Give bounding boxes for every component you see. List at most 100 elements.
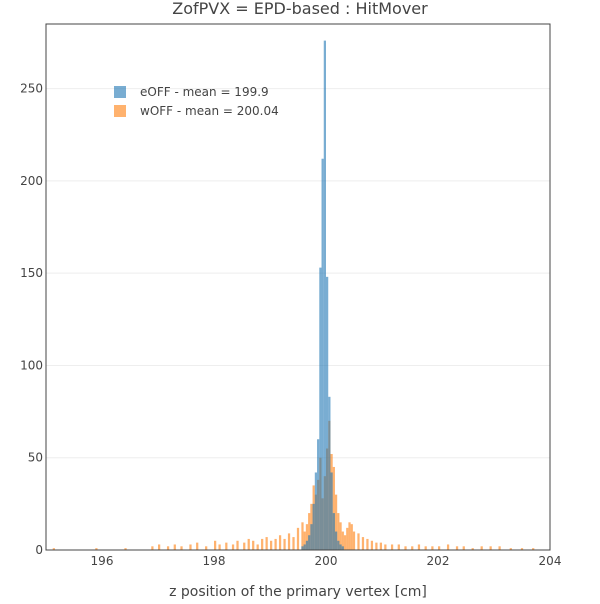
histogram-bar — [431, 546, 434, 550]
histogram-bar — [236, 540, 239, 550]
histogram-bar — [411, 546, 414, 550]
histogram-bar — [366, 538, 369, 550]
histogram-bar — [390, 544, 394, 550]
y-tick-label: 250 — [20, 82, 43, 96]
histogram-bar — [308, 513, 311, 550]
histogram-bar — [292, 537, 295, 550]
x-axis-title: z position of the primary vertex [cm] — [169, 584, 427, 600]
histogram-bar — [330, 472, 333, 550]
histogram-bar — [303, 531, 306, 550]
y-tick-label: 0 — [35, 543, 43, 557]
plot-frame — [45, 23, 551, 551]
histogram-bar — [471, 548, 474, 550]
x-tick-label: 204 — [539, 554, 562, 568]
x-tick-label: 202 — [427, 554, 450, 568]
histogram-bar — [312, 503, 315, 550]
histogram-bar — [339, 544, 342, 550]
histogram-bar — [321, 158, 324, 550]
histogram-bar — [348, 522, 351, 550]
histogram-bar — [438, 546, 441, 550]
histogram-bar — [205, 546, 208, 550]
histogram-bar — [151, 546, 154, 550]
histogram-bar — [278, 535, 282, 550]
histogram-bar — [326, 276, 329, 550]
histogram-bar — [328, 396, 331, 550]
x-tick-label: 198 — [203, 554, 226, 568]
histogram-bar — [247, 538, 250, 550]
legend-swatch — [114, 105, 126, 117]
histogram-bar — [520, 548, 524, 550]
histogram-bar — [305, 540, 309, 550]
x-tick-label: 200 — [315, 554, 338, 568]
histogram-bar — [397, 544, 400, 550]
histogram-bar — [332, 513, 335, 550]
histogram-bar — [532, 548, 535, 550]
histogram-bar — [341, 531, 344, 550]
histogram-bar — [489, 546, 492, 550]
histogram-bar — [370, 540, 374, 550]
y-tick-label: 100 — [20, 358, 43, 372]
bars-layer — [52, 40, 535, 550]
chart-title: ZofPVX = EPD-based : HitMover — [172, 0, 428, 18]
histogram-bar — [334, 531, 338, 550]
histogram-bar — [270, 540, 273, 550]
histogram-bar — [462, 546, 465, 550]
histogram-bar — [261, 538, 264, 550]
y-tick-label: 200 — [20, 174, 43, 188]
legend-swatch — [114, 86, 126, 98]
histogram-bar — [303, 544, 306, 550]
histogram-bar — [231, 544, 235, 550]
histogram-bar — [301, 522, 304, 550]
ticks-layer: 0 50 100 150 200 250 196 198 200 202 204 — [20, 82, 561, 568]
histogram-bar — [424, 546, 427, 550]
histogram-bar — [252, 540, 255, 550]
histogram-bar — [346, 527, 349, 550]
legend-label: eOFF - mean = 199.9 — [140, 85, 269, 99]
histogram-bar — [361, 537, 365, 550]
histogram-bar — [339, 522, 342, 550]
histogram-bar — [305, 524, 309, 550]
histogram-bar — [319, 267, 322, 550]
histogram-bar — [357, 533, 360, 550]
histogram-bar — [308, 535, 311, 550]
histogram-bar — [379, 542, 382, 550]
x-tick-label: 196 — [91, 554, 114, 568]
histogram-bar — [480, 546, 483, 550]
histogram-bar — [166, 546, 170, 550]
histogram-bar — [343, 535, 347, 550]
histogram-bar — [301, 546, 304, 550]
histogram-bar — [317, 439, 320, 550]
histogram-bar — [243, 542, 246, 550]
histogram-bar — [375, 542, 378, 550]
legend-label: wOFF - mean = 200.04 — [140, 104, 279, 118]
legend: eOFF - mean = 199.9 wOFF - mean = 200.04 — [114, 85, 279, 118]
histogram-bar — [265, 537, 268, 550]
histogram-bar — [498, 546, 501, 550]
histogram-bar — [225, 542, 228, 550]
y-tick-label: 50 — [28, 451, 43, 465]
histogram-bar — [314, 472, 318, 550]
histogram-bar — [350, 524, 353, 550]
histogram-bar — [417, 544, 421, 550]
histogram-bar — [180, 546, 183, 550]
histogram-bar — [274, 538, 277, 550]
histogram-bar — [95, 548, 98, 550]
histogram-bar — [52, 548, 55, 550]
histogram-bar — [446, 544, 450, 550]
histogram-bar — [455, 546, 459, 550]
histogram-bar — [352, 531, 356, 550]
histogram-bar — [283, 538, 286, 550]
grid-layer — [46, 88, 550, 459]
series-0-bars — [301, 40, 344, 550]
histogram-bar — [196, 542, 199, 550]
histogram-bar — [404, 546, 407, 550]
histogram-bar — [287, 533, 291, 550]
histogram-bar — [256, 544, 259, 550]
histogram-bar — [337, 513, 340, 550]
histogram-bar — [124, 548, 127, 550]
histogram-bar — [509, 548, 512, 550]
histogram-bar — [158, 544, 161, 550]
